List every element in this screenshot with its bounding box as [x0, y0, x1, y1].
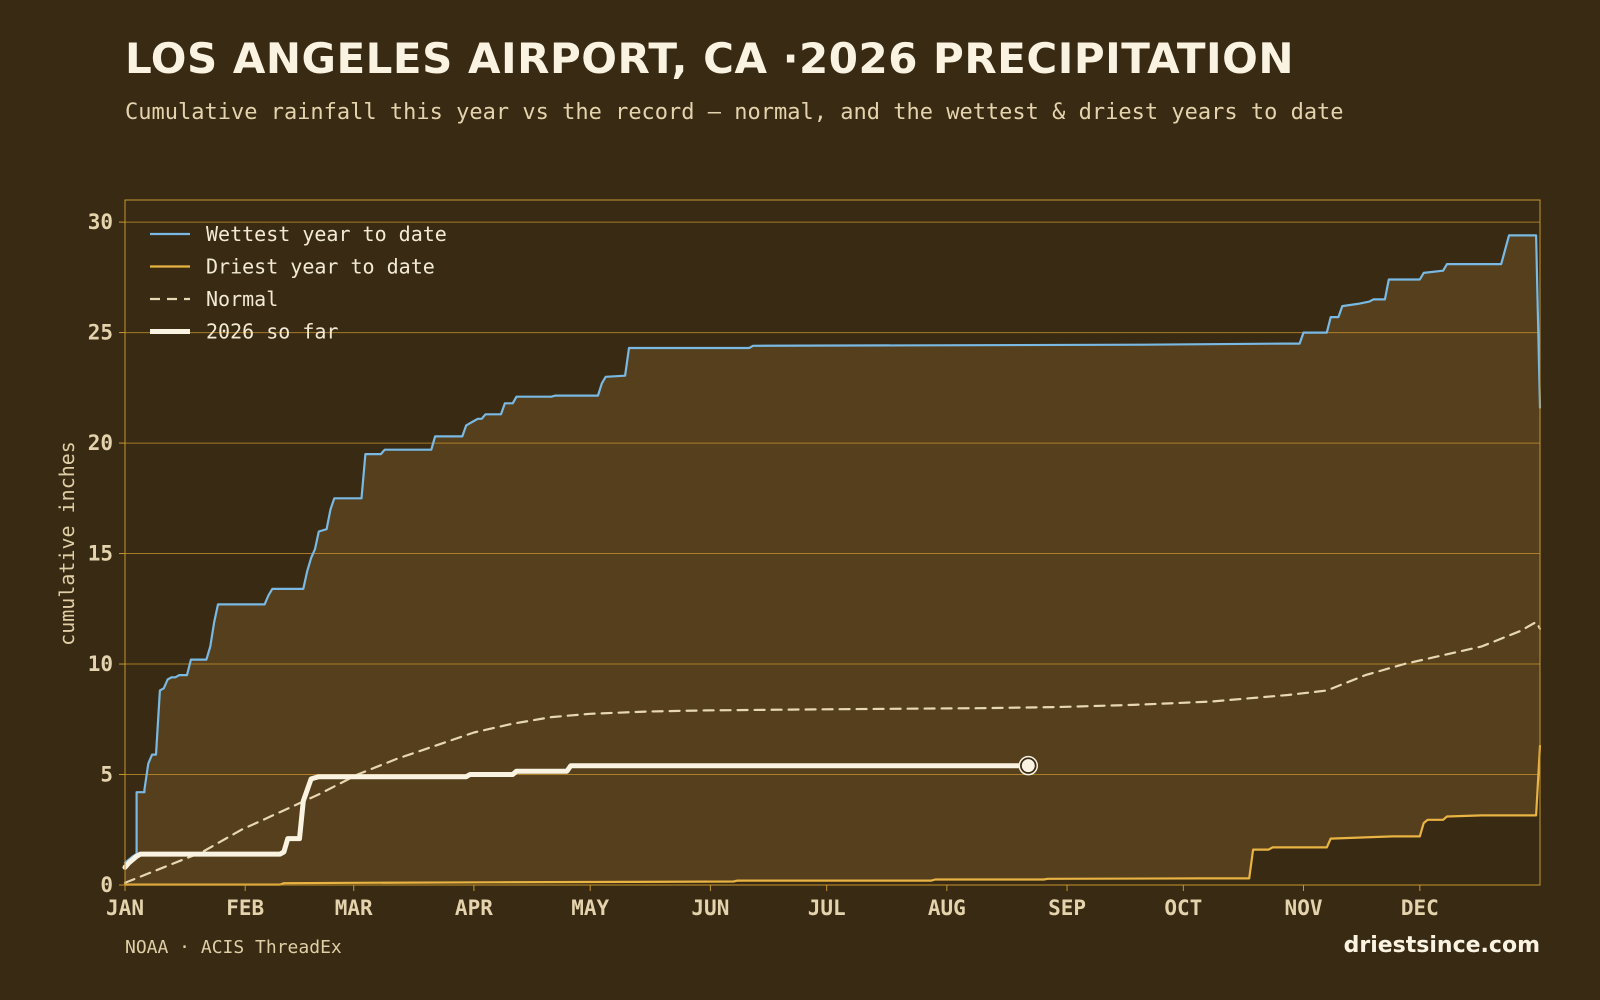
y-tick-label: 20: [88, 431, 113, 455]
y-axis: 0 5 10 15 20 25 30: [88, 210, 125, 897]
y-tick-label: 30: [88, 210, 113, 234]
x-tick-label: MAY: [571, 896, 609, 920]
x-tick-label: APR: [455, 896, 493, 920]
y-tick-label: 15: [88, 542, 113, 566]
plot-frame: [124, 199, 1541, 886]
legend-label: Normal: [206, 287, 278, 311]
chart-subtitle: Cumulative rainfall this year vs the rec…: [125, 100, 1344, 125]
x-tick-label: DEC: [1401, 896, 1439, 920]
x-tick-label: NOV: [1285, 896, 1323, 920]
wet-dry-band: [125, 235, 1540, 885]
x-tick-label: FEB: [226, 896, 264, 920]
x-tick-label: JAN: [106, 896, 144, 920]
x-axis: JAN FEB MAR APR MAY JUN JUL AUG SEP OCT NOV DEC: [106, 885, 1439, 920]
x-tick-label: JUL: [808, 896, 846, 920]
x-tick-label: OCT: [1164, 896, 1202, 920]
y-tick-label: 10: [88, 652, 113, 676]
brand-link[interactable]: driestsince.com: [1343, 933, 1540, 958]
series-line-wettest-year-to-date: [123, 234, 1542, 865]
x-tick-label: MAR: [335, 896, 373, 920]
legend-label: Driest year to date: [206, 255, 435, 279]
y-tick-label: 0: [100, 873, 113, 897]
x-tick-label: AUG: [928, 896, 966, 920]
source-note: NOAA · ACIS ThreadEx: [125, 937, 342, 958]
legend: Wettest year to date Driest year to date N…: [150, 222, 447, 344]
legend-label: 2026 so far: [206, 320, 338, 344]
series-line-2026-so-far: [122, 763, 1031, 870]
x-tick-label: JUN: [691, 896, 729, 920]
series-line-normal: [123, 620, 1542, 884]
legend-label: Wettest year to date: [206, 222, 447, 246]
current-value-marker: [1018, 756, 1038, 776]
y-tick-label: 25: [88, 321, 113, 345]
x-tick-label: SEP: [1048, 896, 1086, 920]
series-layer: [122, 234, 1542, 886]
y-axis-label: cumulative inches: [55, 441, 79, 646]
y-tick-label: 5: [100, 763, 113, 787]
series-line-driest-year-to-date: [123, 744, 1542, 886]
current-value-marker-ring: [1018, 755, 1039, 776]
band-layer: [125, 235, 1540, 885]
chart-title: LOS ANGELES AIRPORT, CA ·2026 PRECIPITAT…: [125, 34, 1294, 83]
